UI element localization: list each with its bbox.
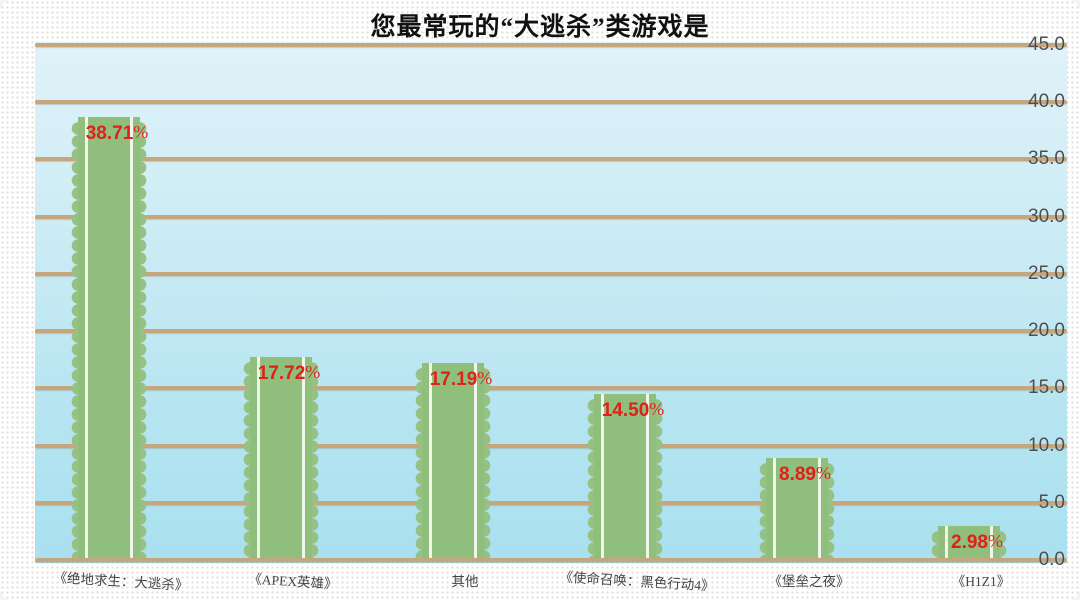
percent-sign: % (649, 399, 665, 420)
bar-scallop-left (931, 530, 938, 560)
bar-fill (422, 363, 484, 560)
bar-scallop-right (484, 368, 491, 560)
gridline (35, 100, 1067, 105)
chart-title: 您最常玩的“大逃杀”类游戏是 (370, 14, 710, 41)
x-axis-labels: 《绝地求生：大逃杀》 《APEX英雄》 其他 《使命召唤：黑色行动4》 《堡垒之夜》 《H… (35, 566, 1067, 596)
bar-scallop-right (828, 463, 835, 560)
percent-sign: % (815, 463, 831, 484)
bar-scallop-left (415, 368, 422, 560)
y-tick-label: 25.0 (1028, 262, 1065, 284)
gridline (35, 271, 1067, 276)
y-tick-label: 0.0 (1038, 549, 1065, 570)
y-tick-label: 20.0 (1028, 320, 1065, 342)
y-tick-label: 10.0 (1028, 434, 1065, 456)
bar-scallop-right (1000, 530, 1007, 560)
y-tick-label: 40.0 (1028, 91, 1065, 113)
percent-sign: % (987, 530, 1003, 551)
bar-value-number: 14.50 (601, 400, 650, 422)
bar-scallop-left (759, 463, 766, 560)
bar (759, 458, 835, 560)
bar-fill (78, 116, 140, 560)
bar-scallop-left (587, 399, 594, 560)
bar-fill (250, 357, 312, 560)
y-tick-label: 45.0 (1028, 34, 1065, 55)
bar-value-label: 8.89% (779, 463, 831, 486)
bar-value-number: 17.19 (429, 369, 478, 391)
bar-value-label: 17.72% (258, 362, 321, 385)
x-category-label: 《堡垒之夜》 (768, 574, 850, 589)
bar-scallop-right (656, 399, 663, 560)
bar-fill (766, 458, 828, 560)
gridline (35, 329, 1067, 334)
gridline (35, 500, 1067, 505)
gridline (35, 558, 1067, 562)
bar-value-number: 8.89 (779, 464, 816, 486)
gridline (35, 386, 1067, 391)
bar-fill (594, 394, 656, 560)
bar (415, 363, 491, 560)
bar-value-label: 38.71% (86, 122, 149, 145)
bar-value-label: 14.50% (602, 399, 665, 422)
gridline (35, 43, 1067, 47)
bar-scallop-left (243, 362, 250, 560)
y-tick-label: 30.0 (1028, 205, 1065, 227)
gridline (35, 443, 1067, 448)
x-category-label: 《APEX英雄》 (247, 571, 338, 592)
x-category-label: 《绝地求生：大逃杀》 (53, 569, 189, 594)
bar-value-number: 17.72 (257, 363, 306, 385)
bar-fill (938, 525, 1000, 560)
x-category-label: 其他 (451, 574, 479, 589)
bar (243, 357, 319, 560)
bar-scallop-right (312, 362, 319, 560)
bar-value-number: 38.71 (85, 122, 134, 144)
percent-sign: % (305, 362, 321, 383)
bar (71, 116, 147, 560)
plot-area: 0.0 5.0 10.0 15.0 20.0 25.0 30.0 35.0 40.0 45.0 38… (35, 34, 1067, 570)
percent-sign: % (133, 121, 149, 142)
bar-value-label: 2.98% (951, 531, 1003, 554)
y-tick-label: 15.0 (1028, 377, 1065, 399)
bar (587, 394, 663, 560)
percent-sign: % (477, 368, 493, 389)
x-category-label: 《H1Z1》 (951, 574, 1011, 589)
bar-value-number: 2.98 (951, 531, 988, 553)
gridline (35, 214, 1067, 219)
bar-scallop-right (140, 121, 147, 560)
x-category-label: 《使命召唤：黑色行动4》 (559, 569, 715, 594)
bar (931, 525, 1007, 560)
y-tick-label: 5.0 (1038, 491, 1065, 513)
gridline (35, 157, 1067, 162)
y-tick-label: 35.0 (1028, 148, 1065, 170)
bar-value-label: 17.19% (430, 368, 493, 391)
bar-scallop-left (71, 121, 78, 560)
